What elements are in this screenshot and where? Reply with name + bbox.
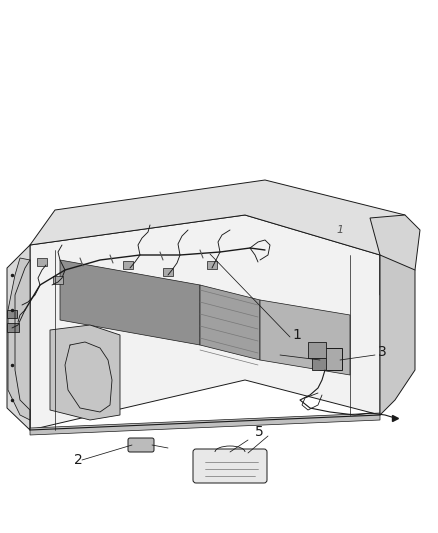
Bar	[207, 261, 216, 269]
Polygon shape	[369, 215, 419, 295]
Bar	[307, 342, 325, 358]
Bar	[123, 261, 133, 269]
Polygon shape	[379, 255, 414, 415]
FancyBboxPatch shape	[128, 438, 154, 452]
Polygon shape	[259, 300, 349, 375]
Bar	[53, 276, 63, 284]
Bar	[319, 348, 341, 370]
Text: 1: 1	[291, 328, 300, 342]
Text: 1: 1	[336, 225, 343, 235]
Polygon shape	[8, 258, 30, 420]
Bar	[311, 358, 325, 370]
FancyBboxPatch shape	[193, 449, 266, 483]
Text: 2: 2	[74, 453, 82, 467]
Polygon shape	[60, 260, 200, 345]
Bar	[37, 258, 47, 266]
Polygon shape	[50, 325, 120, 420]
Polygon shape	[30, 180, 404, 255]
Polygon shape	[30, 215, 379, 430]
Bar	[7, 323, 19, 332]
Text: 3: 3	[377, 345, 386, 359]
Text: 5: 5	[254, 425, 263, 439]
Bar	[162, 268, 173, 276]
Polygon shape	[200, 285, 259, 360]
Polygon shape	[30, 413, 379, 435]
Bar	[7, 310, 17, 318]
Polygon shape	[7, 245, 30, 430]
